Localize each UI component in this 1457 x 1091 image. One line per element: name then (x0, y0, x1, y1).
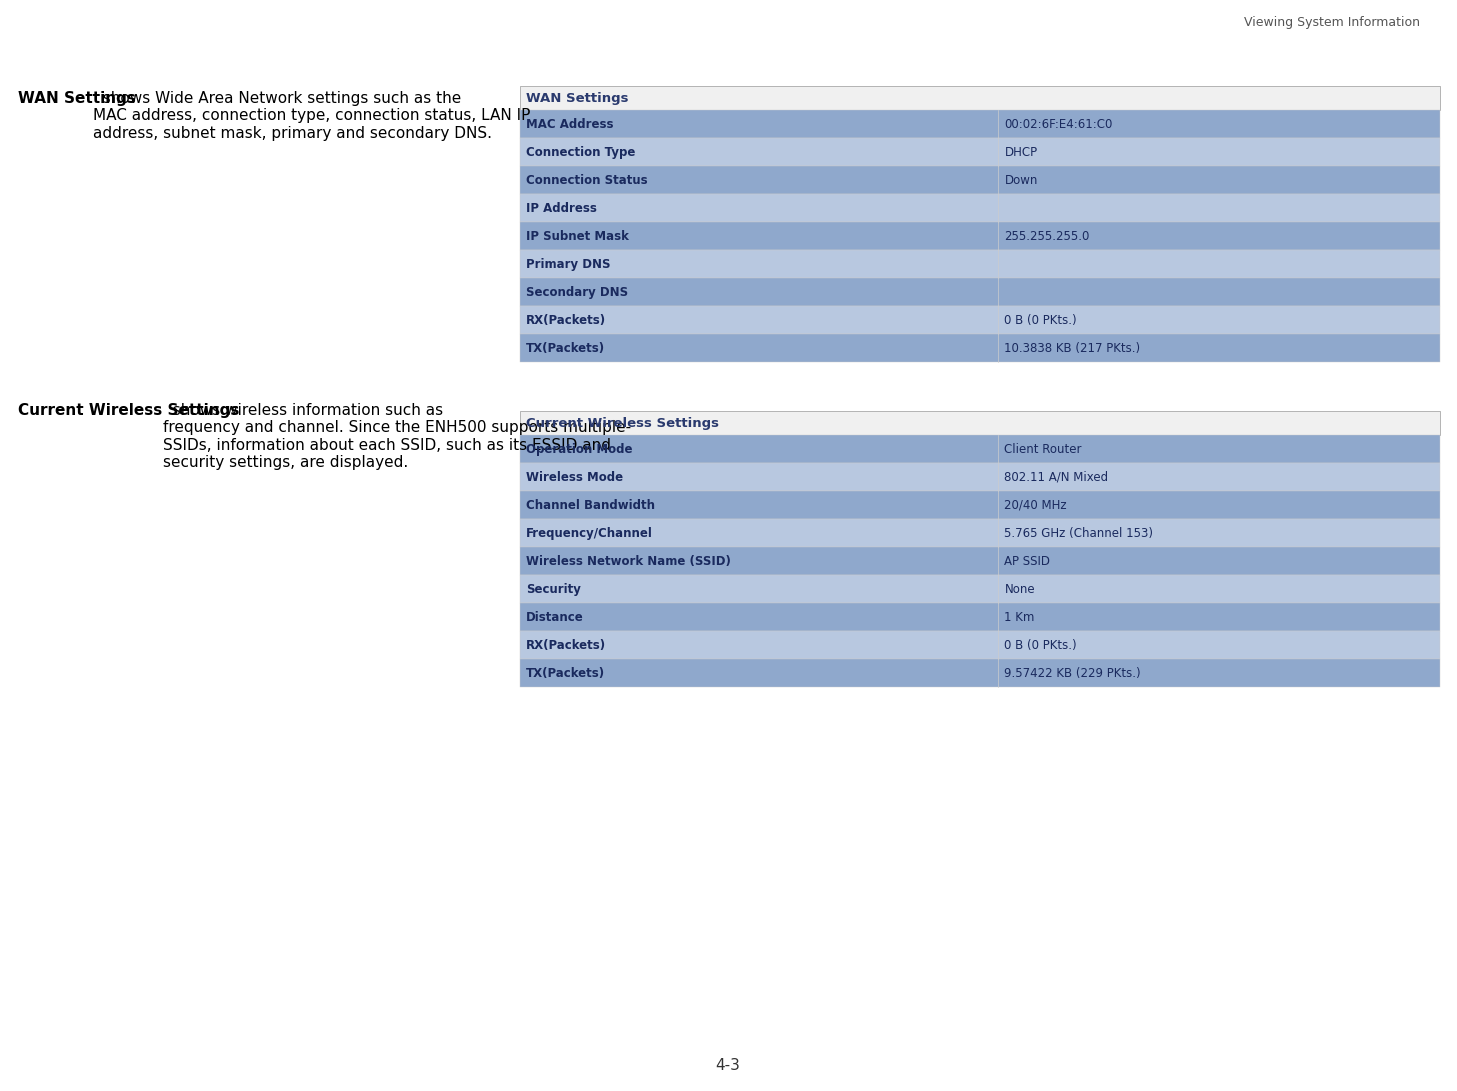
FancyBboxPatch shape (520, 575, 1440, 603)
Text: Connection Type: Connection Type (526, 145, 635, 158)
Text: 0 B (0 PKts.): 0 B (0 PKts.) (1004, 638, 1077, 651)
Text: RX(Packets): RX(Packets) (526, 313, 606, 326)
FancyBboxPatch shape (520, 221, 1440, 250)
Text: AP SSID: AP SSID (1004, 554, 1050, 567)
FancyBboxPatch shape (520, 547, 1440, 575)
FancyBboxPatch shape (520, 194, 1440, 221)
Text: Wireless Mode: Wireless Mode (526, 470, 624, 483)
Text: 0 B (0 PKts.): 0 B (0 PKts.) (1004, 313, 1077, 326)
Text: Connection Status: Connection Status (526, 173, 647, 187)
Text: 9.57422 KB (229 PKts.): 9.57422 KB (229 PKts.) (1004, 667, 1141, 680)
FancyBboxPatch shape (520, 334, 1440, 362)
FancyBboxPatch shape (520, 659, 1440, 687)
Text: RX(Packets): RX(Packets) (526, 638, 606, 651)
Text: 10.3838 KB (217 PKts.): 10.3838 KB (217 PKts.) (1004, 341, 1141, 355)
Text: shows Wide Area Network settings such as the
MAC address, connection type, conne: shows Wide Area Network settings such as… (93, 91, 530, 141)
Text: 4-3: 4-3 (715, 1058, 740, 1074)
Text: Distance: Distance (526, 611, 584, 623)
Text: TX(Packets): TX(Packets) (526, 341, 605, 355)
FancyBboxPatch shape (520, 250, 1440, 278)
FancyBboxPatch shape (520, 519, 1440, 547)
FancyBboxPatch shape (520, 278, 1440, 305)
Text: IP Subnet Mask: IP Subnet Mask (526, 229, 629, 242)
FancyBboxPatch shape (520, 110, 1440, 137)
Text: TX(Packets): TX(Packets) (526, 667, 605, 680)
Text: WAN Settings: WAN Settings (17, 91, 136, 106)
Text: None: None (1004, 583, 1034, 596)
Text: Current Wireless Settings: Current Wireless Settings (526, 417, 718, 430)
Text: 802.11 A/N Mixed: 802.11 A/N Mixed (1004, 470, 1109, 483)
Text: IP Address: IP Address (526, 202, 597, 215)
Text: 255.255.255.0: 255.255.255.0 (1004, 229, 1090, 242)
Text: Viewing System Information: Viewing System Information (1244, 16, 1421, 29)
FancyBboxPatch shape (520, 411, 1440, 435)
FancyBboxPatch shape (520, 631, 1440, 659)
FancyBboxPatch shape (520, 305, 1440, 334)
FancyBboxPatch shape (520, 137, 1440, 166)
FancyBboxPatch shape (520, 166, 1440, 194)
FancyBboxPatch shape (520, 435, 1440, 463)
Text: Down: Down (1004, 173, 1037, 187)
Text: 00:02:6F:E4:61:C0: 00:02:6F:E4:61:C0 (1004, 118, 1113, 131)
Text: WAN Settings: WAN Settings (526, 92, 628, 105)
Text: 20/40 MHz: 20/40 MHz (1004, 499, 1067, 512)
Text: MAC Address: MAC Address (526, 118, 613, 131)
Text: Wireless Network Name (SSID): Wireless Network Name (SSID) (526, 554, 731, 567)
Text: DHCP: DHCP (1004, 145, 1037, 158)
Text: Secondary DNS: Secondary DNS (526, 286, 628, 299)
Text: Channel Bandwidth: Channel Bandwidth (526, 499, 656, 512)
FancyBboxPatch shape (520, 603, 1440, 631)
FancyBboxPatch shape (520, 463, 1440, 491)
Text: Client Router: Client Router (1004, 443, 1083, 456)
Text: 1 Km: 1 Km (1004, 611, 1034, 623)
Text: shows wireless information such as
frequency and channel. Since the ENH500 suppo: shows wireless information such as frequ… (163, 403, 631, 470)
Text: Current Wireless Settings: Current Wireless Settings (17, 403, 239, 418)
Text: Operation Mode: Operation Mode (526, 443, 632, 456)
Text: 5.765 GHz (Channel 153): 5.765 GHz (Channel 153) (1004, 527, 1154, 540)
Text: Primary DNS: Primary DNS (526, 257, 610, 271)
Text: Security: Security (526, 583, 581, 596)
Text: Frequency/Channel: Frequency/Channel (526, 527, 653, 540)
FancyBboxPatch shape (520, 86, 1440, 110)
FancyBboxPatch shape (520, 491, 1440, 519)
